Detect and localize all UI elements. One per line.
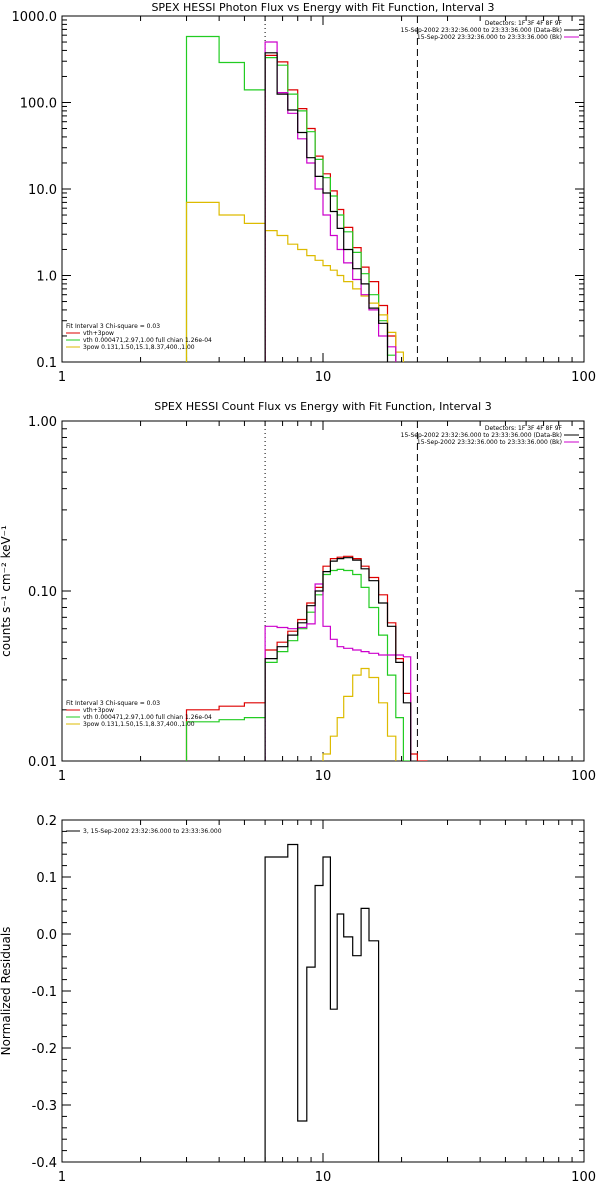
series-line-1 [185, 555, 428, 761]
y-tick-label: 1000.0 [12, 10, 58, 25]
top-legend-text: Detectors: 1F 3F 4F 8F 9F [485, 425, 563, 432]
legend-text: 3, 15-Sep-2002 23:32:36.000 to 23:33:36.… [83, 828, 222, 835]
y-tick-label: 1.0 [36, 270, 57, 285]
x-tick-label: 10 [315, 370, 332, 385]
y-tick-label: -0.1 [32, 985, 57, 1000]
series-line-2 [185, 35, 397, 362]
x-tick-label: 10 [315, 769, 332, 784]
x-tick-label: 100 [571, 370, 596, 385]
series-line-2 [185, 568, 412, 761]
chart-title: SPEX HESSI Photon Flux vs Energy with Fi… [151, 1, 494, 14]
y-tick-label: 100.0 [20, 97, 57, 112]
fit-info: Fit Interval 3 Chi-square = 0.03 [66, 700, 160, 707]
y-tick-label: 10.0 [28, 183, 57, 198]
y-tick-label: 0.01 [28, 755, 57, 770]
series-line-4 [264, 583, 412, 761]
series-line-5 [264, 557, 412, 761]
series-group [185, 555, 428, 761]
top-legend-text: 15-Sep-2002 23:32:36.000 to 23:33:36.000… [417, 34, 562, 41]
x-tick-label: 1 [58, 1170, 66, 1185]
chart-2: SPEX HESSI Count Flux vs Energy with Fit… [0, 400, 596, 784]
y-tick-label: 0.0 [36, 928, 57, 943]
series-line-4 [264, 41, 397, 362]
chart-title: SPEX HESSI Count Flux vs Energy with Fit… [154, 400, 491, 413]
series-line-1 [264, 54, 397, 362]
top-legend-text: 15-Sep-2002 23:32:36.000 to 23:33:36.000… [401, 432, 562, 439]
series-line-1 [264, 843, 380, 1162]
legend-text: 3pow 0.131,1.50,15.1,8.37,400.,1.00 [83, 721, 195, 728]
y-tick-label: 0.10 [28, 585, 57, 600]
y-tick-label: -0.3 [32, 1099, 57, 1114]
series-line-5 [264, 52, 389, 362]
series-line-3 [185, 201, 404, 362]
series-group [264, 843, 380, 1162]
fit-info: Fit Interval 3 Chi-square = 0.03 [66, 323, 160, 330]
legend-text: vth+3pow [83, 330, 114, 337]
y-axis-label: counts s⁻¹ cm⁻² keV⁻¹ [0, 525, 13, 657]
legend-text: vth+3pow [83, 707, 114, 714]
y-tick-label: -0.4 [32, 1156, 57, 1171]
x-tick-label: 1 [58, 370, 66, 385]
legend-text: vth 0.000471,2.97,1.00 full chian 1.26e-… [83, 714, 212, 721]
y-tick-label: 0.1 [36, 871, 57, 886]
top-legend-text: 15-Sep-2002 23:32:36.000 to 23:33:36.000… [417, 439, 562, 446]
series-line-3 [322, 667, 397, 761]
x-tick-label: 1 [58, 769, 66, 784]
chart-1: SPEX HESSI Photon Flux vs Energy with Fi… [12, 1, 597, 385]
series-group [185, 35, 404, 362]
y-tick-label: 0.1 [36, 356, 57, 371]
x-tick-label: 100 [571, 1170, 596, 1185]
x-tick-label: 100 [571, 769, 596, 784]
x-tick-label: 10 [315, 1170, 332, 1185]
top-legend-text: Detectors: 1F 3F 4F 8F 9F [485, 20, 563, 27]
y-axis-label: Normalized Residuals [0, 927, 13, 1056]
legend-text: vth 0.000471,2.97,1.00 full chian 1.26e-… [83, 337, 212, 344]
legend-text: 3pow 0.131,1.50,15.1,8.37,400.,1.00 [83, 344, 195, 351]
y-tick-label: -0.2 [32, 1042, 57, 1057]
y-tick-label: 1.00 [28, 415, 57, 430]
chart-3: Normalized Residuals 1 10 100 -0.4 -0.3 -0.2 -0… [0, 814, 596, 1185]
y-tick-label: 0.2 [36, 814, 57, 829]
top-legend-text: 15-Sep-2002 23:32:36.000 to 23:33:36.000… [401, 27, 562, 34]
